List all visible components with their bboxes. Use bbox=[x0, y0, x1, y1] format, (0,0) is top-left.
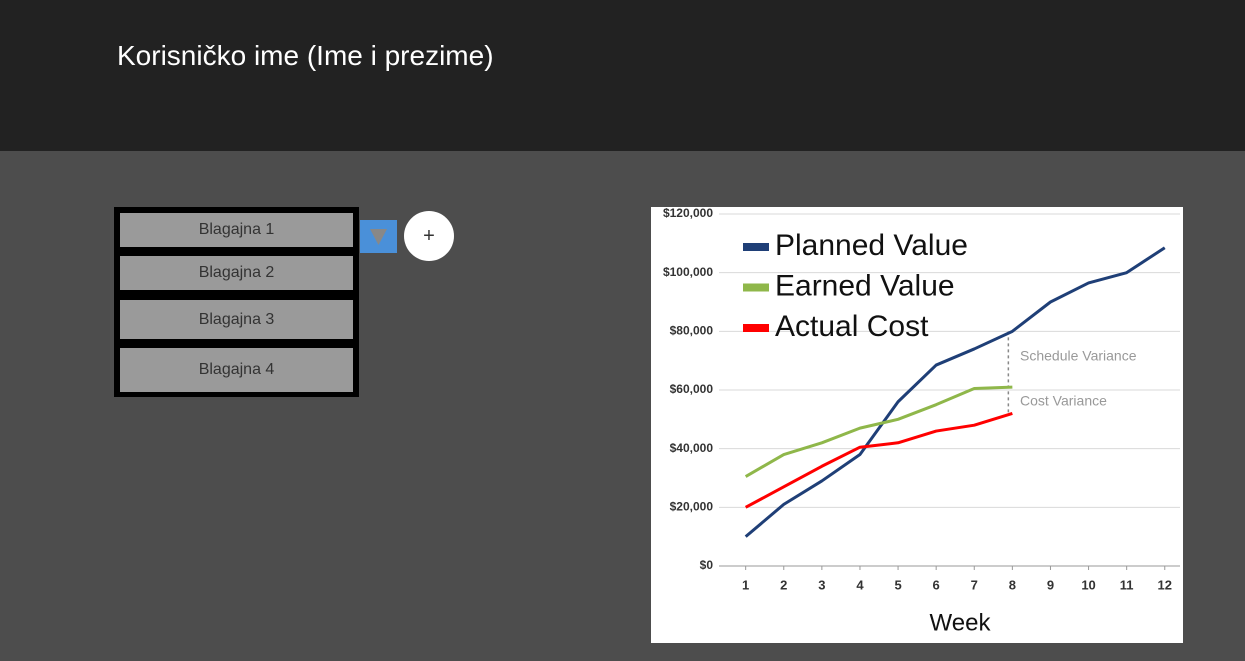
series-line bbox=[744, 412, 1013, 509]
register-list: Blagajna 1 Blagajna 2 Blagajna 3 Blagajn… bbox=[114, 207, 359, 397]
x-tick-label: 10 bbox=[1081, 577, 1095, 592]
x-tick-label: 1 bbox=[742, 577, 749, 592]
legend-swatch bbox=[743, 324, 769, 332]
header: Korisničko ime (Ime i prezime) bbox=[0, 0, 1245, 151]
y-tick-label: $100,000 bbox=[663, 265, 713, 279]
legend-label: Actual Cost bbox=[775, 310, 929, 343]
x-tick-label: 9 bbox=[1047, 577, 1054, 592]
x-tick-label: 7 bbox=[971, 577, 978, 592]
filter-icon bbox=[370, 229, 387, 245]
y-tick-label: $0 bbox=[700, 558, 714, 572]
filter-button[interactable] bbox=[360, 220, 397, 253]
x-tick-label: 6 bbox=[933, 577, 940, 592]
series-line bbox=[744, 246, 1166, 538]
add-button[interactable]: + bbox=[404, 211, 454, 261]
y-tick-label: $80,000 bbox=[670, 324, 714, 338]
annotation: Schedule Variance bbox=[1020, 348, 1137, 364]
y-tick-label: $20,000 bbox=[670, 500, 714, 514]
x-tick-label: 12 bbox=[1158, 577, 1172, 592]
annotation: Cost Variance bbox=[1020, 393, 1107, 409]
x-tick-label: 4 bbox=[856, 577, 864, 592]
series-line bbox=[744, 385, 1013, 478]
header-title: Korisničko ime (Ime i prezime) bbox=[117, 40, 494, 71]
x-axis-label: Week bbox=[930, 609, 992, 636]
legend-swatch bbox=[743, 283, 769, 292]
chart: $0 $20,000 $40,000 $60,000 $80,000 $100,000 $1… bbox=[651, 207, 1183, 643]
x-tick-label: 11 bbox=[1120, 577, 1134, 592]
legend-label: Planned Value bbox=[775, 229, 968, 262]
x-tick-label: 8 bbox=[1009, 577, 1016, 592]
legend-label: Earned Value bbox=[775, 269, 955, 302]
x-tick-label: 2 bbox=[780, 577, 787, 592]
list-item[interactable]: Blagajna 1 bbox=[120, 213, 353, 247]
list-item[interactable]: Blagajna 3 bbox=[120, 300, 353, 339]
x-tick-label: 5 bbox=[894, 577, 901, 592]
legend-swatch bbox=[743, 243, 769, 251]
y-tick-label: $60,000 bbox=[670, 382, 714, 396]
y-tick-label: $40,000 bbox=[670, 441, 714, 455]
y-tick-label: $120,000 bbox=[663, 207, 713, 220]
x-tick-label: 3 bbox=[818, 577, 825, 592]
list-item[interactable]: Blagajna 2 bbox=[120, 256, 353, 290]
list-item[interactable]: Blagajna 4 bbox=[120, 348, 353, 392]
